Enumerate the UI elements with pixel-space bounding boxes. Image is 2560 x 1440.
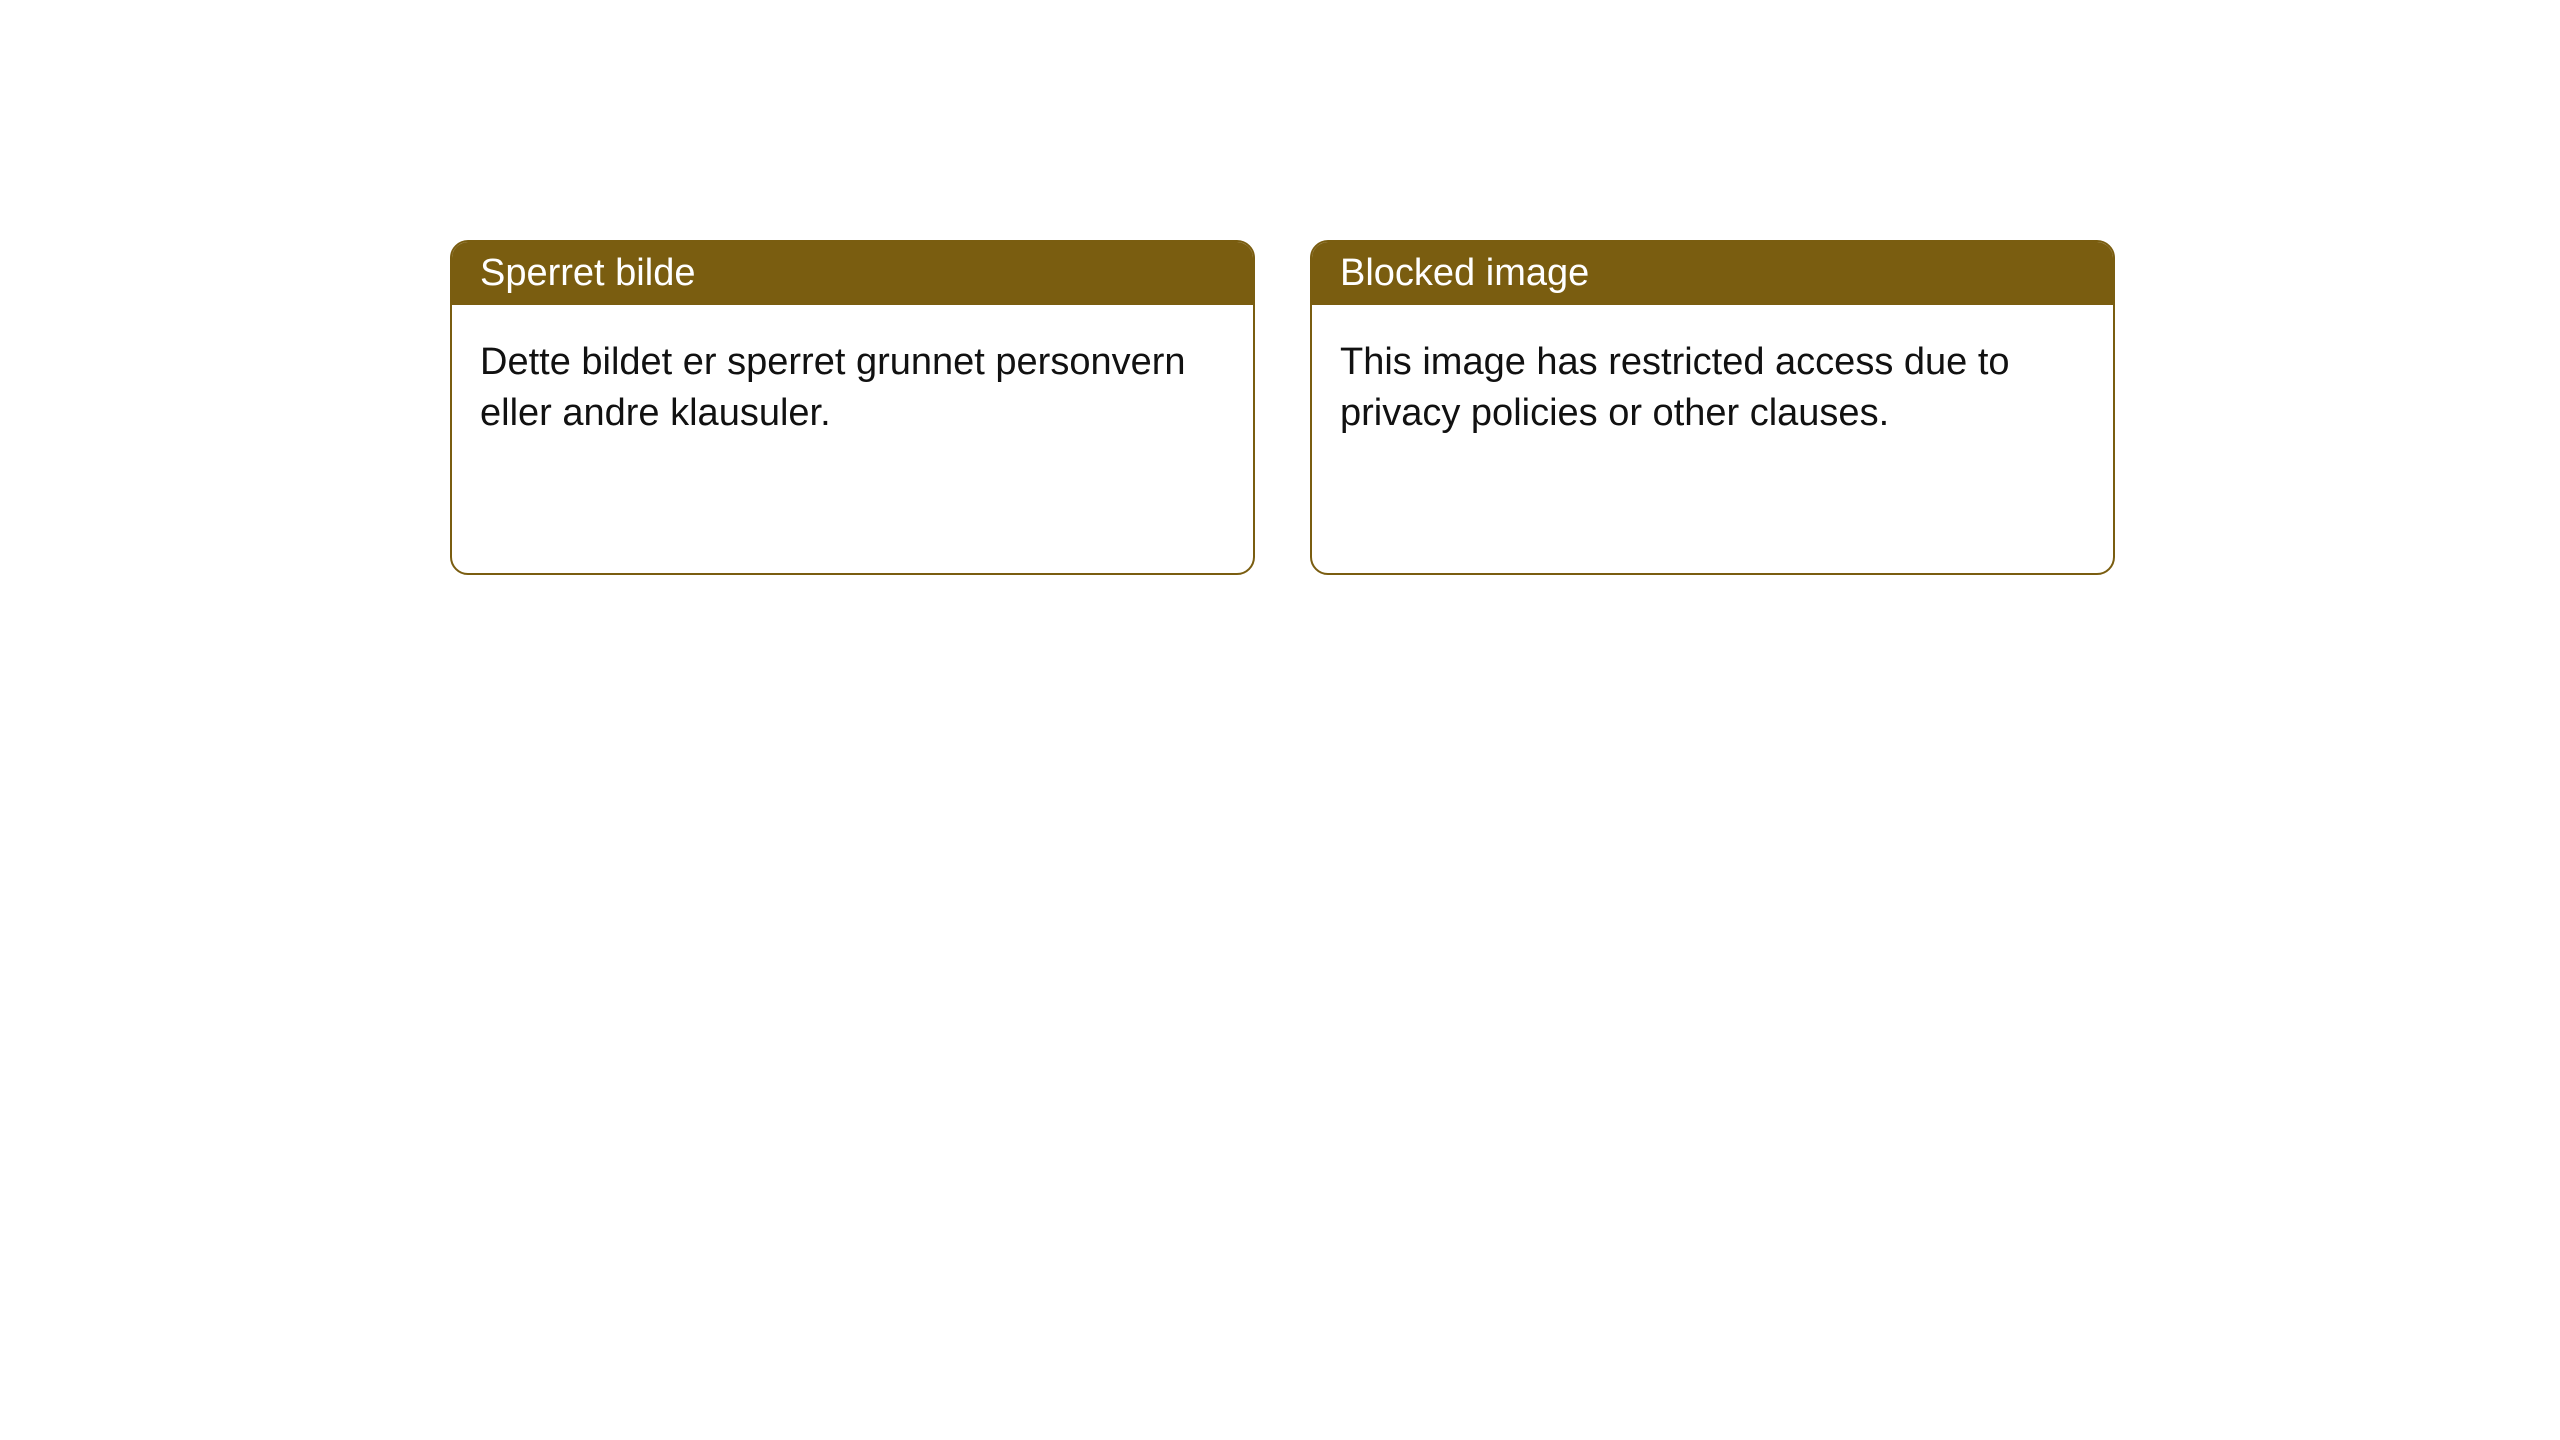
notice-cards-container: Sperret bilde Dette bildet er sperret gr…: [0, 0, 2560, 575]
card-header: Blocked image: [1312, 242, 2113, 305]
card-body: Dette bildet er sperret grunnet personve…: [452, 305, 1253, 472]
card-title: Blocked image: [1340, 252, 1589, 294]
blocked-image-card-en: Blocked image This image has restricted …: [1310, 240, 2115, 575]
card-title: Sperret bilde: [480, 252, 695, 294]
card-body: This image has restricted access due to …: [1312, 305, 2113, 472]
card-body-text: This image has restricted access due to …: [1340, 341, 2010, 434]
card-body-text: Dette bildet er sperret grunnet personve…: [480, 341, 1186, 434]
blocked-image-card-no: Sperret bilde Dette bildet er sperret gr…: [450, 240, 1255, 575]
card-header: Sperret bilde: [452, 242, 1253, 305]
